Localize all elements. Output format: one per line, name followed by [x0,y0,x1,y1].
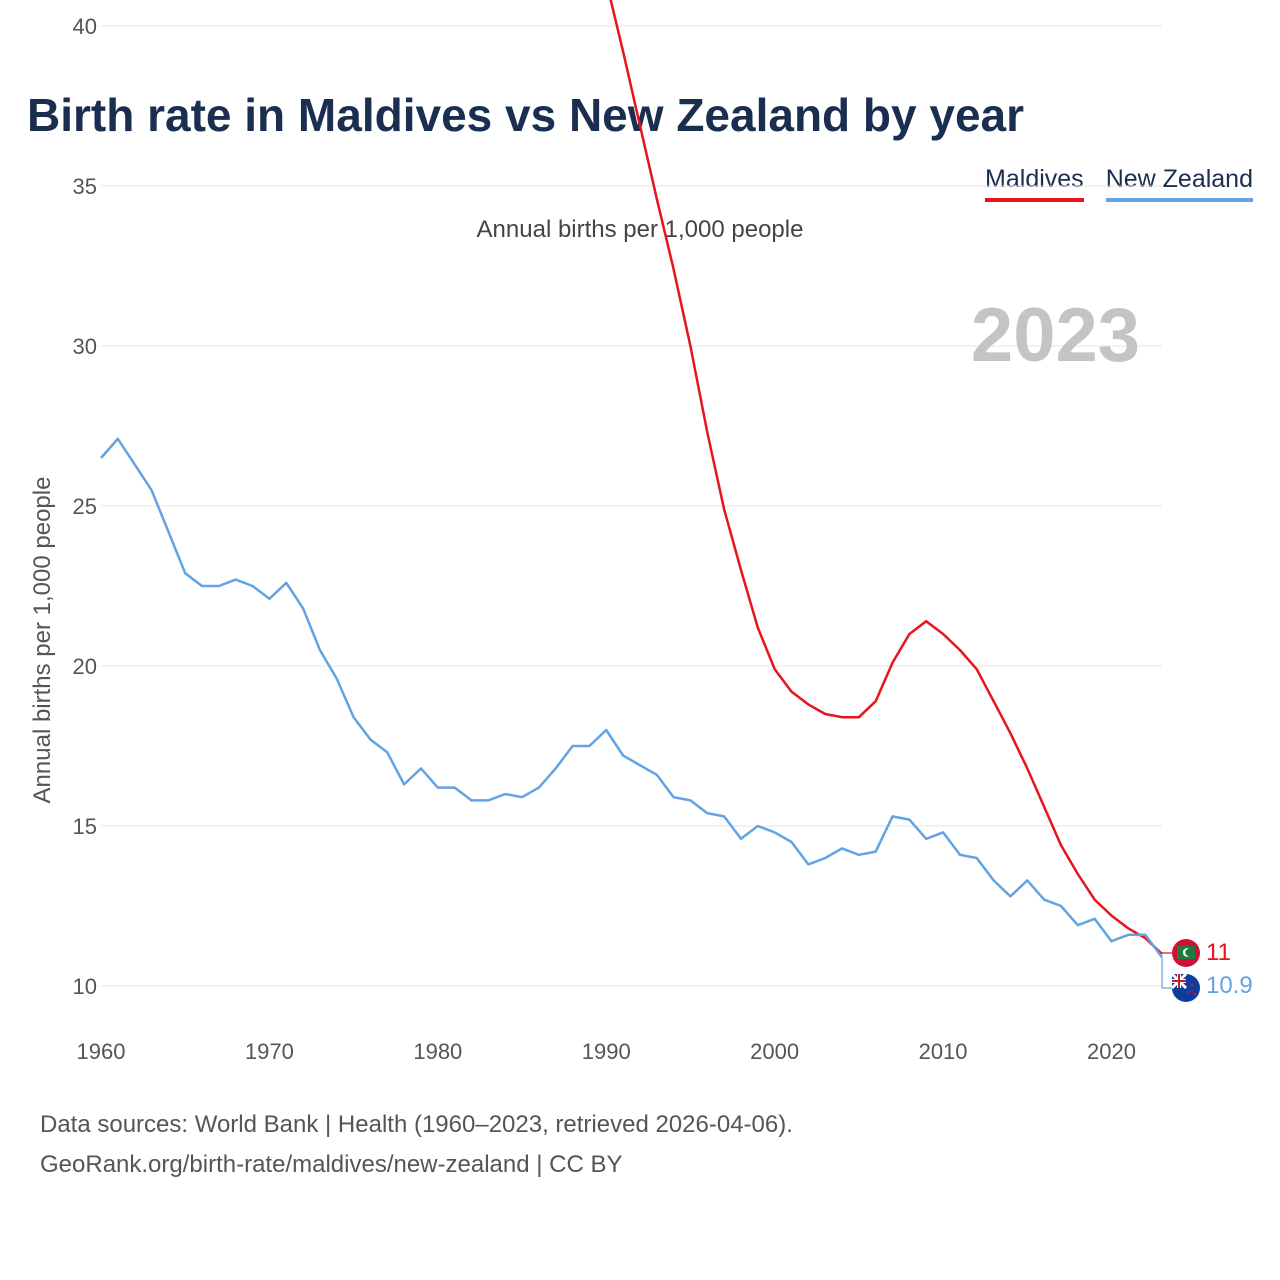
y-axis-ticks: 101520253035404550 [73,14,97,999]
x-tick-label: 1990 [582,1039,631,1064]
footer: Data sources: World Bank | Health (1960–… [40,1105,793,1185]
x-axis-ticks: 1960 1970 1980 1990 2000 2010 2020 [77,1039,1136,1064]
x-tick-label: 2000 [750,1039,799,1064]
year-label: 2023 [971,293,1140,378]
end-bracket-maldives [1161,952,1172,954]
maldives-flag-icon [1172,939,1200,967]
end-bracket-new-zealand [1161,957,1172,989]
grid [101,25,1162,987]
data-source-note: Data sources: World Bank | Health (1960–… [40,1111,793,1138]
y-tick-label: 15 [73,814,97,839]
end-label-maldives: 11 [1206,939,1231,966]
series-line-maldives[interactable] [101,0,1163,955]
x-tick-label: 2020 [1087,1039,1136,1064]
x-tick-label: 1970 [245,1039,294,1064]
y-axis-label: Annual births per 1,000 people [29,477,56,804]
x-tick-label: 2010 [919,1039,968,1064]
end-label-new-zealand: 10.9 [1206,972,1253,999]
new-zealand-flag-icon [1170,972,1200,1002]
y-tick-label: 25 [73,494,97,519]
series-line-new-zealand[interactable] [100,437,1163,958]
y-tick-label: 30 [73,334,97,359]
legend: Maldives New Zealand [985,165,1253,202]
y-tick-label: 40 [73,14,97,39]
chart-title: Birth rate in Maldives vs New Zealand by… [27,89,1025,141]
x-tick-label: 1980 [413,1039,462,1064]
y-tick-label: 10 [73,974,97,999]
chart-subtitle: Annual births per 1,000 people [476,216,804,243]
legend-item-maldives[interactable]: Maldives [985,165,1084,202]
source-url[interactable]: GeoRank.org/birth-rate/maldives/new-zeal… [40,1151,623,1178]
line-chart: 2023 101520253035404550 1960197019801990… [29,0,1253,1064]
y-tick-label: 20 [73,654,97,679]
y-tick-label: 35 [73,174,97,199]
end-markers: 11 10.9 [1161,939,1253,1002]
series [100,0,1163,958]
x-tick-label: 1960 [77,1039,126,1064]
legend-item-new-zealand[interactable]: New Zealand [1105,165,1253,202]
